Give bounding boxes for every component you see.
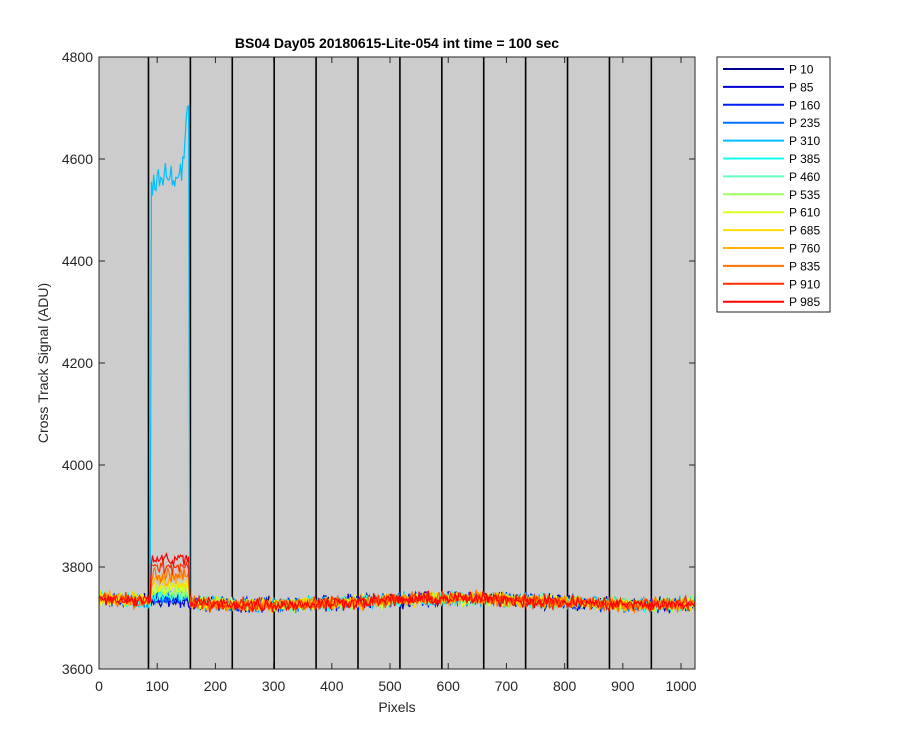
x-axis: 0 100 200 300 400 500 600 700 800 900 1000 [95, 57, 697, 694]
legend-entry-label: P 310 [789, 134, 820, 148]
legend-entry-label: P 235 [789, 116, 820, 130]
x-tick-label: 500 [378, 678, 402, 694]
legend-box [716, 56, 831, 313]
legend-entry-label: P 910 [789, 277, 820, 291]
y-tick-label: 3600 [62, 661, 93, 677]
plot-background [99, 57, 695, 669]
x-tick-label: 300 [262, 678, 286, 694]
legend-entry-label: P 385 [789, 152, 820, 166]
x-tick-label: 200 [204, 678, 228, 694]
x-axis-label: Pixels [378, 699, 415, 715]
legend: P 10 P 85 P 160 P 235 P 310 P 385 P 460 P 535 P … [716, 56, 831, 313]
x-tick-label: 900 [611, 678, 635, 694]
segment-dividers [147, 57, 653, 669]
x-tick-label: 1000 [665, 678, 696, 694]
legend-entry-label: P 10 [789, 63, 814, 77]
legend-entry-label: P 835 [789, 259, 820, 273]
legend-entry-label: P 685 [789, 224, 820, 238]
y-axis: 3600 3800 4000 4200 4400 4600 4800 [62, 49, 695, 677]
x-tick-label: 0 [95, 678, 103, 694]
series-lines [98, 104, 696, 615]
legend-entry-label: P 160 [789, 98, 820, 112]
x-tick-label: 800 [553, 678, 577, 694]
legend-entry-label: P 460 [789, 170, 820, 184]
y-tick-label: 4200 [62, 355, 93, 371]
series-line-p-985 [98, 552, 696, 614]
legend-entry-label: P 85 [789, 80, 814, 94]
x-tick-label: 700 [495, 678, 519, 694]
legend-entry-label: P 535 [789, 188, 820, 202]
x-tick-label: 100 [146, 678, 170, 694]
y-tick-label: 4400 [62, 253, 93, 269]
legend-entry-label: P 610 [789, 206, 820, 220]
y-tick-label: 3800 [62, 559, 93, 575]
y-tick-label: 4000 [62, 457, 93, 473]
x-tick-label: 400 [320, 678, 344, 694]
y-axis-label: Cross Track Signal (ADU) [35, 283, 51, 443]
chart-title: BS04 Day05 20180615-Lite-054 int time = … [235, 35, 559, 51]
y-tick-label: 4800 [62, 49, 93, 65]
legend-entry-label: P 985 [789, 295, 820, 309]
y-tick-label: 4600 [62, 151, 93, 167]
legend-entry-label: P 760 [789, 242, 820, 256]
x-tick-label: 600 [437, 678, 461, 694]
